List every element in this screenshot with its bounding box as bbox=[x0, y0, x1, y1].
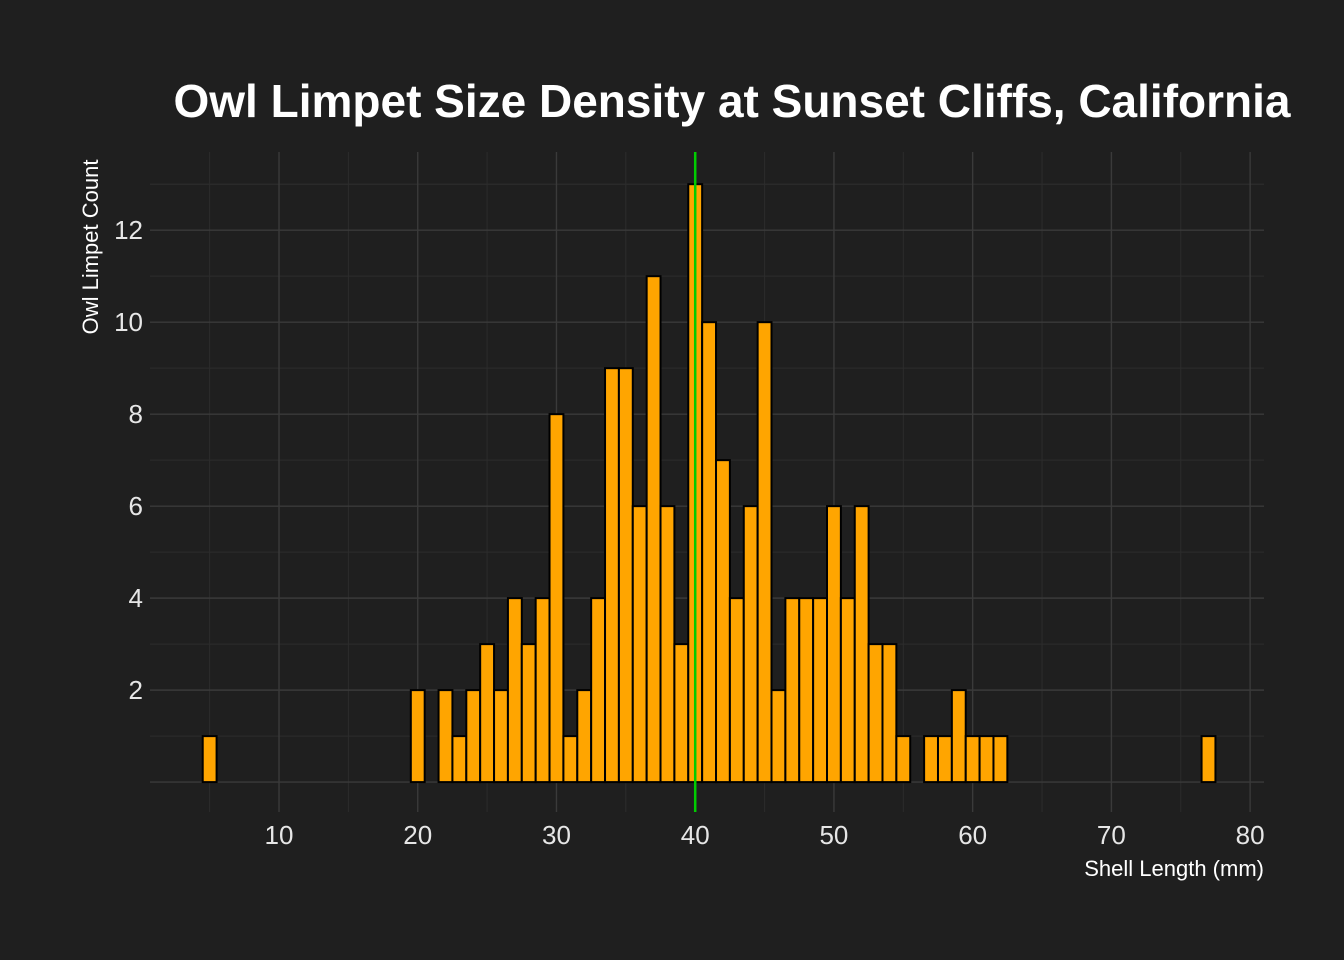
y-tick-label: 12 bbox=[114, 215, 143, 245]
histogram-bar bbox=[978, 735, 995, 784]
x-tick-label: 30 bbox=[542, 820, 571, 850]
y-tick-label: 6 bbox=[129, 491, 143, 521]
x-tick-labels: 10 20 30 40 50 60 70 80 bbox=[265, 820, 1265, 850]
histogram-bar bbox=[645, 275, 662, 784]
x-tick-label: 60 bbox=[958, 820, 987, 850]
histogram-bar bbox=[1200, 735, 1217, 784]
x-tick-label: 10 bbox=[265, 820, 294, 850]
histogram-bar bbox=[437, 689, 454, 784]
histogram-bar bbox=[479, 643, 496, 784]
histogram-bar bbox=[576, 689, 593, 784]
histogram-bar bbox=[548, 413, 565, 784]
histogram-bar bbox=[201, 735, 218, 784]
histogram-bar bbox=[493, 689, 509, 784]
histogram-bar bbox=[465, 689, 482, 784]
histogram-bar bbox=[770, 689, 787, 784]
histogram-bar bbox=[798, 597, 815, 784]
y-axis-title: Owl Limpet Count bbox=[78, 160, 103, 335]
histogram-bar bbox=[728, 597, 745, 784]
histogram-bar bbox=[867, 643, 884, 784]
x-tick-label: 50 bbox=[819, 820, 848, 850]
histogram-bar bbox=[506, 597, 523, 784]
histogram-bar bbox=[784, 597, 801, 784]
histogram-bar bbox=[812, 597, 829, 784]
y-tick-label: 8 bbox=[129, 399, 143, 429]
y-tick-label: 2 bbox=[129, 675, 143, 705]
y-tick-label: 10 bbox=[114, 307, 143, 337]
y-tick-labels: 2 4 6 8 10 12 bbox=[114, 215, 143, 705]
histogram-bar bbox=[936, 735, 953, 784]
histogram-bar bbox=[742, 505, 759, 784]
histogram-bar bbox=[923, 735, 939, 784]
y-tick-label: 4 bbox=[129, 583, 143, 613]
x-tick-label: 70 bbox=[1097, 820, 1126, 850]
chart-title: Owl Limpet Size Density at Sunset Cliffs… bbox=[174, 75, 1291, 127]
histogram-bar bbox=[715, 459, 731, 784]
histogram-bar bbox=[604, 367, 620, 784]
histogram-bar bbox=[631, 505, 648, 784]
histogram-bar bbox=[534, 597, 551, 784]
histogram-bar bbox=[701, 321, 718, 784]
histogram-bar bbox=[964, 735, 981, 784]
histogram-bar bbox=[756, 321, 773, 784]
histogram-bar bbox=[839, 597, 856, 784]
histogram-bar bbox=[853, 505, 870, 784]
histogram-bar bbox=[451, 735, 468, 784]
histogram-bar bbox=[826, 505, 842, 784]
histogram-bar bbox=[409, 689, 426, 784]
histogram-bar bbox=[520, 643, 537, 784]
histogram-bar bbox=[617, 367, 634, 784]
x-axis-title: Shell Length (mm) bbox=[1084, 856, 1264, 881]
histogram-bar bbox=[562, 735, 579, 784]
histogram-bar bbox=[590, 597, 607, 784]
histogram-bar bbox=[659, 505, 676, 784]
x-tick-label: 40 bbox=[681, 820, 710, 850]
histogram-bar bbox=[881, 643, 898, 784]
histogram-bar bbox=[950, 689, 967, 784]
histogram-bar bbox=[992, 735, 1009, 784]
x-tick-label: 20 bbox=[403, 820, 432, 850]
x-tick-label: 80 bbox=[1236, 820, 1265, 850]
histogram-bar bbox=[673, 643, 690, 784]
bars bbox=[201, 183, 1217, 784]
histogram-bar bbox=[895, 735, 912, 784]
